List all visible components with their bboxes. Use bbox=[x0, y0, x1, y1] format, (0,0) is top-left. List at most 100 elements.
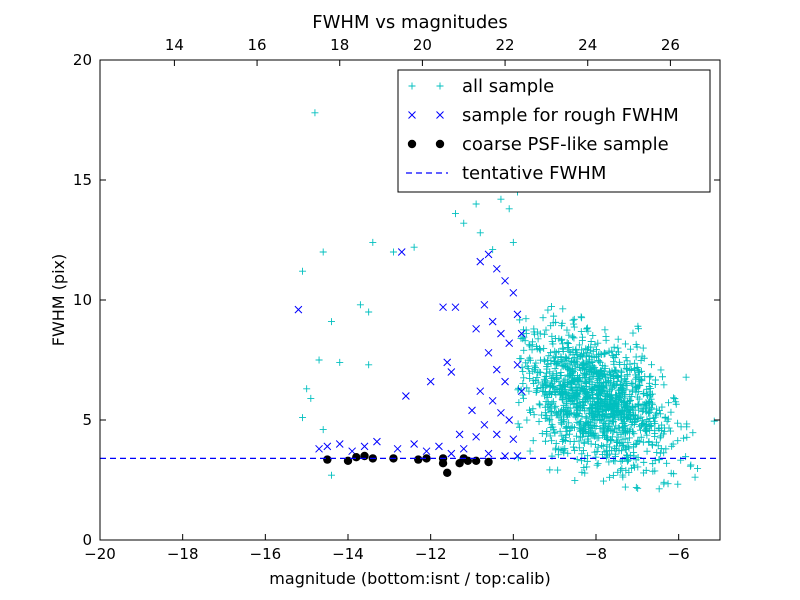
y-tick-label: 0 bbox=[82, 531, 92, 549]
psf-like-point bbox=[484, 457, 493, 467]
all-sample-point bbox=[369, 238, 377, 246]
all-sample-point bbox=[594, 460, 602, 468]
rough-fwhm-point bbox=[360, 442, 369, 451]
all-sample-point bbox=[623, 427, 631, 435]
all-sample-point bbox=[643, 416, 651, 424]
all-sample-point bbox=[587, 347, 595, 355]
all-sample-point bbox=[564, 408, 572, 416]
all-sample-point bbox=[548, 437, 556, 445]
rough-fwhm-point bbox=[472, 432, 480, 441]
all-sample-point bbox=[565, 371, 573, 379]
all-sample-point bbox=[644, 409, 652, 417]
all-sample-point bbox=[555, 388, 563, 396]
all-sample-point bbox=[577, 313, 585, 321]
all-sample-point bbox=[573, 350, 581, 358]
all-sample-point bbox=[671, 395, 679, 403]
all-sample-point bbox=[646, 426, 654, 434]
all-sample-point bbox=[634, 383, 642, 391]
all-sample-point bbox=[670, 394, 678, 402]
all-sample-point bbox=[612, 407, 620, 415]
all-sample-point bbox=[570, 315, 578, 323]
all-sample-point bbox=[517, 355, 525, 363]
all-sample-point bbox=[634, 402, 642, 410]
all-sample-point bbox=[568, 391, 576, 399]
all-sample-point bbox=[663, 459, 671, 467]
all-sample-point bbox=[580, 464, 588, 472]
all-sample-point bbox=[597, 442, 605, 450]
rough-fwhm-point bbox=[373, 437, 381, 446]
all-sample-point bbox=[336, 358, 344, 366]
all-sample-point bbox=[519, 380, 527, 388]
all-sample-point bbox=[613, 377, 621, 385]
all-sample-point bbox=[569, 333, 577, 341]
all-sample-point bbox=[649, 460, 657, 468]
all-sample-point bbox=[654, 442, 662, 450]
all-sample-point bbox=[615, 447, 623, 455]
all-sample-point bbox=[649, 414, 657, 422]
all-sample-point bbox=[571, 446, 579, 454]
all-sample-point bbox=[563, 423, 571, 431]
all-sample-point bbox=[534, 378, 542, 386]
psf-like-point bbox=[443, 468, 452, 477]
all-sample-point bbox=[551, 335, 559, 343]
all-sample-point bbox=[602, 373, 610, 381]
all-sample-point bbox=[633, 364, 641, 372]
all-sample-point bbox=[573, 432, 581, 440]
all-sample-point bbox=[655, 485, 663, 493]
x-tick-label: −18 bbox=[167, 545, 199, 563]
all-sample-point bbox=[546, 432, 554, 440]
all-sample-point bbox=[637, 413, 645, 421]
all-sample-point bbox=[559, 446, 567, 454]
all-sample-point bbox=[651, 419, 659, 427]
all-sample-point bbox=[640, 458, 648, 466]
all-sample-point bbox=[540, 375, 548, 383]
all-sample-point bbox=[571, 477, 579, 485]
rough-fwhm-point bbox=[505, 416, 514, 424]
all-sample-point bbox=[299, 267, 307, 275]
all-sample-point bbox=[619, 435, 627, 443]
rough-fwhm-point bbox=[397, 248, 406, 256]
all-sample-point bbox=[410, 243, 418, 251]
all-sample-point bbox=[557, 412, 565, 420]
all-sample-point bbox=[356, 301, 364, 309]
all-sample-point bbox=[562, 434, 570, 442]
all-sample-point bbox=[600, 431, 608, 439]
rough-fwhm-point bbox=[459, 444, 468, 453]
all-sample-point bbox=[549, 340, 557, 348]
all-sample-point bbox=[530, 325, 538, 333]
all-sample-point bbox=[625, 456, 633, 464]
all-sample-point bbox=[599, 422, 607, 430]
all-sample-point bbox=[589, 332, 597, 340]
all-sample-point bbox=[561, 444, 569, 452]
all-sample-point bbox=[710, 417, 718, 425]
all-sample-point bbox=[587, 431, 595, 439]
all-sample-point bbox=[536, 401, 544, 409]
all-sample-point bbox=[550, 426, 558, 434]
top-x-tick-label: 16 bbox=[248, 36, 267, 54]
all-sample-point bbox=[567, 367, 575, 375]
all-sample-point bbox=[620, 360, 628, 368]
all-sample-point bbox=[607, 379, 615, 387]
all-sample-point bbox=[587, 337, 595, 345]
all-sample-point bbox=[569, 443, 577, 451]
all-sample-point bbox=[578, 337, 586, 345]
all-sample-point bbox=[584, 437, 592, 445]
all-sample-point bbox=[610, 412, 618, 420]
all-sample-point bbox=[614, 413, 622, 421]
all-sample-point bbox=[638, 377, 646, 385]
x-tick-label: −14 bbox=[332, 545, 364, 563]
all-sample-point bbox=[592, 422, 600, 430]
all-sample-point bbox=[542, 369, 550, 377]
all-sample-point bbox=[585, 407, 593, 415]
all-sample-point bbox=[585, 352, 593, 360]
y-tick-label: 20 bbox=[73, 51, 92, 69]
all-sample-point bbox=[632, 483, 640, 491]
all-sample-point bbox=[628, 464, 636, 472]
all-sample-point bbox=[581, 469, 589, 477]
all-sample-point bbox=[618, 368, 626, 376]
all-sample-point bbox=[540, 344, 548, 352]
rough-fwhm-point bbox=[443, 358, 452, 367]
all-sample-point bbox=[647, 372, 655, 380]
all-sample-point bbox=[524, 364, 532, 372]
all-sample-point bbox=[549, 371, 557, 379]
